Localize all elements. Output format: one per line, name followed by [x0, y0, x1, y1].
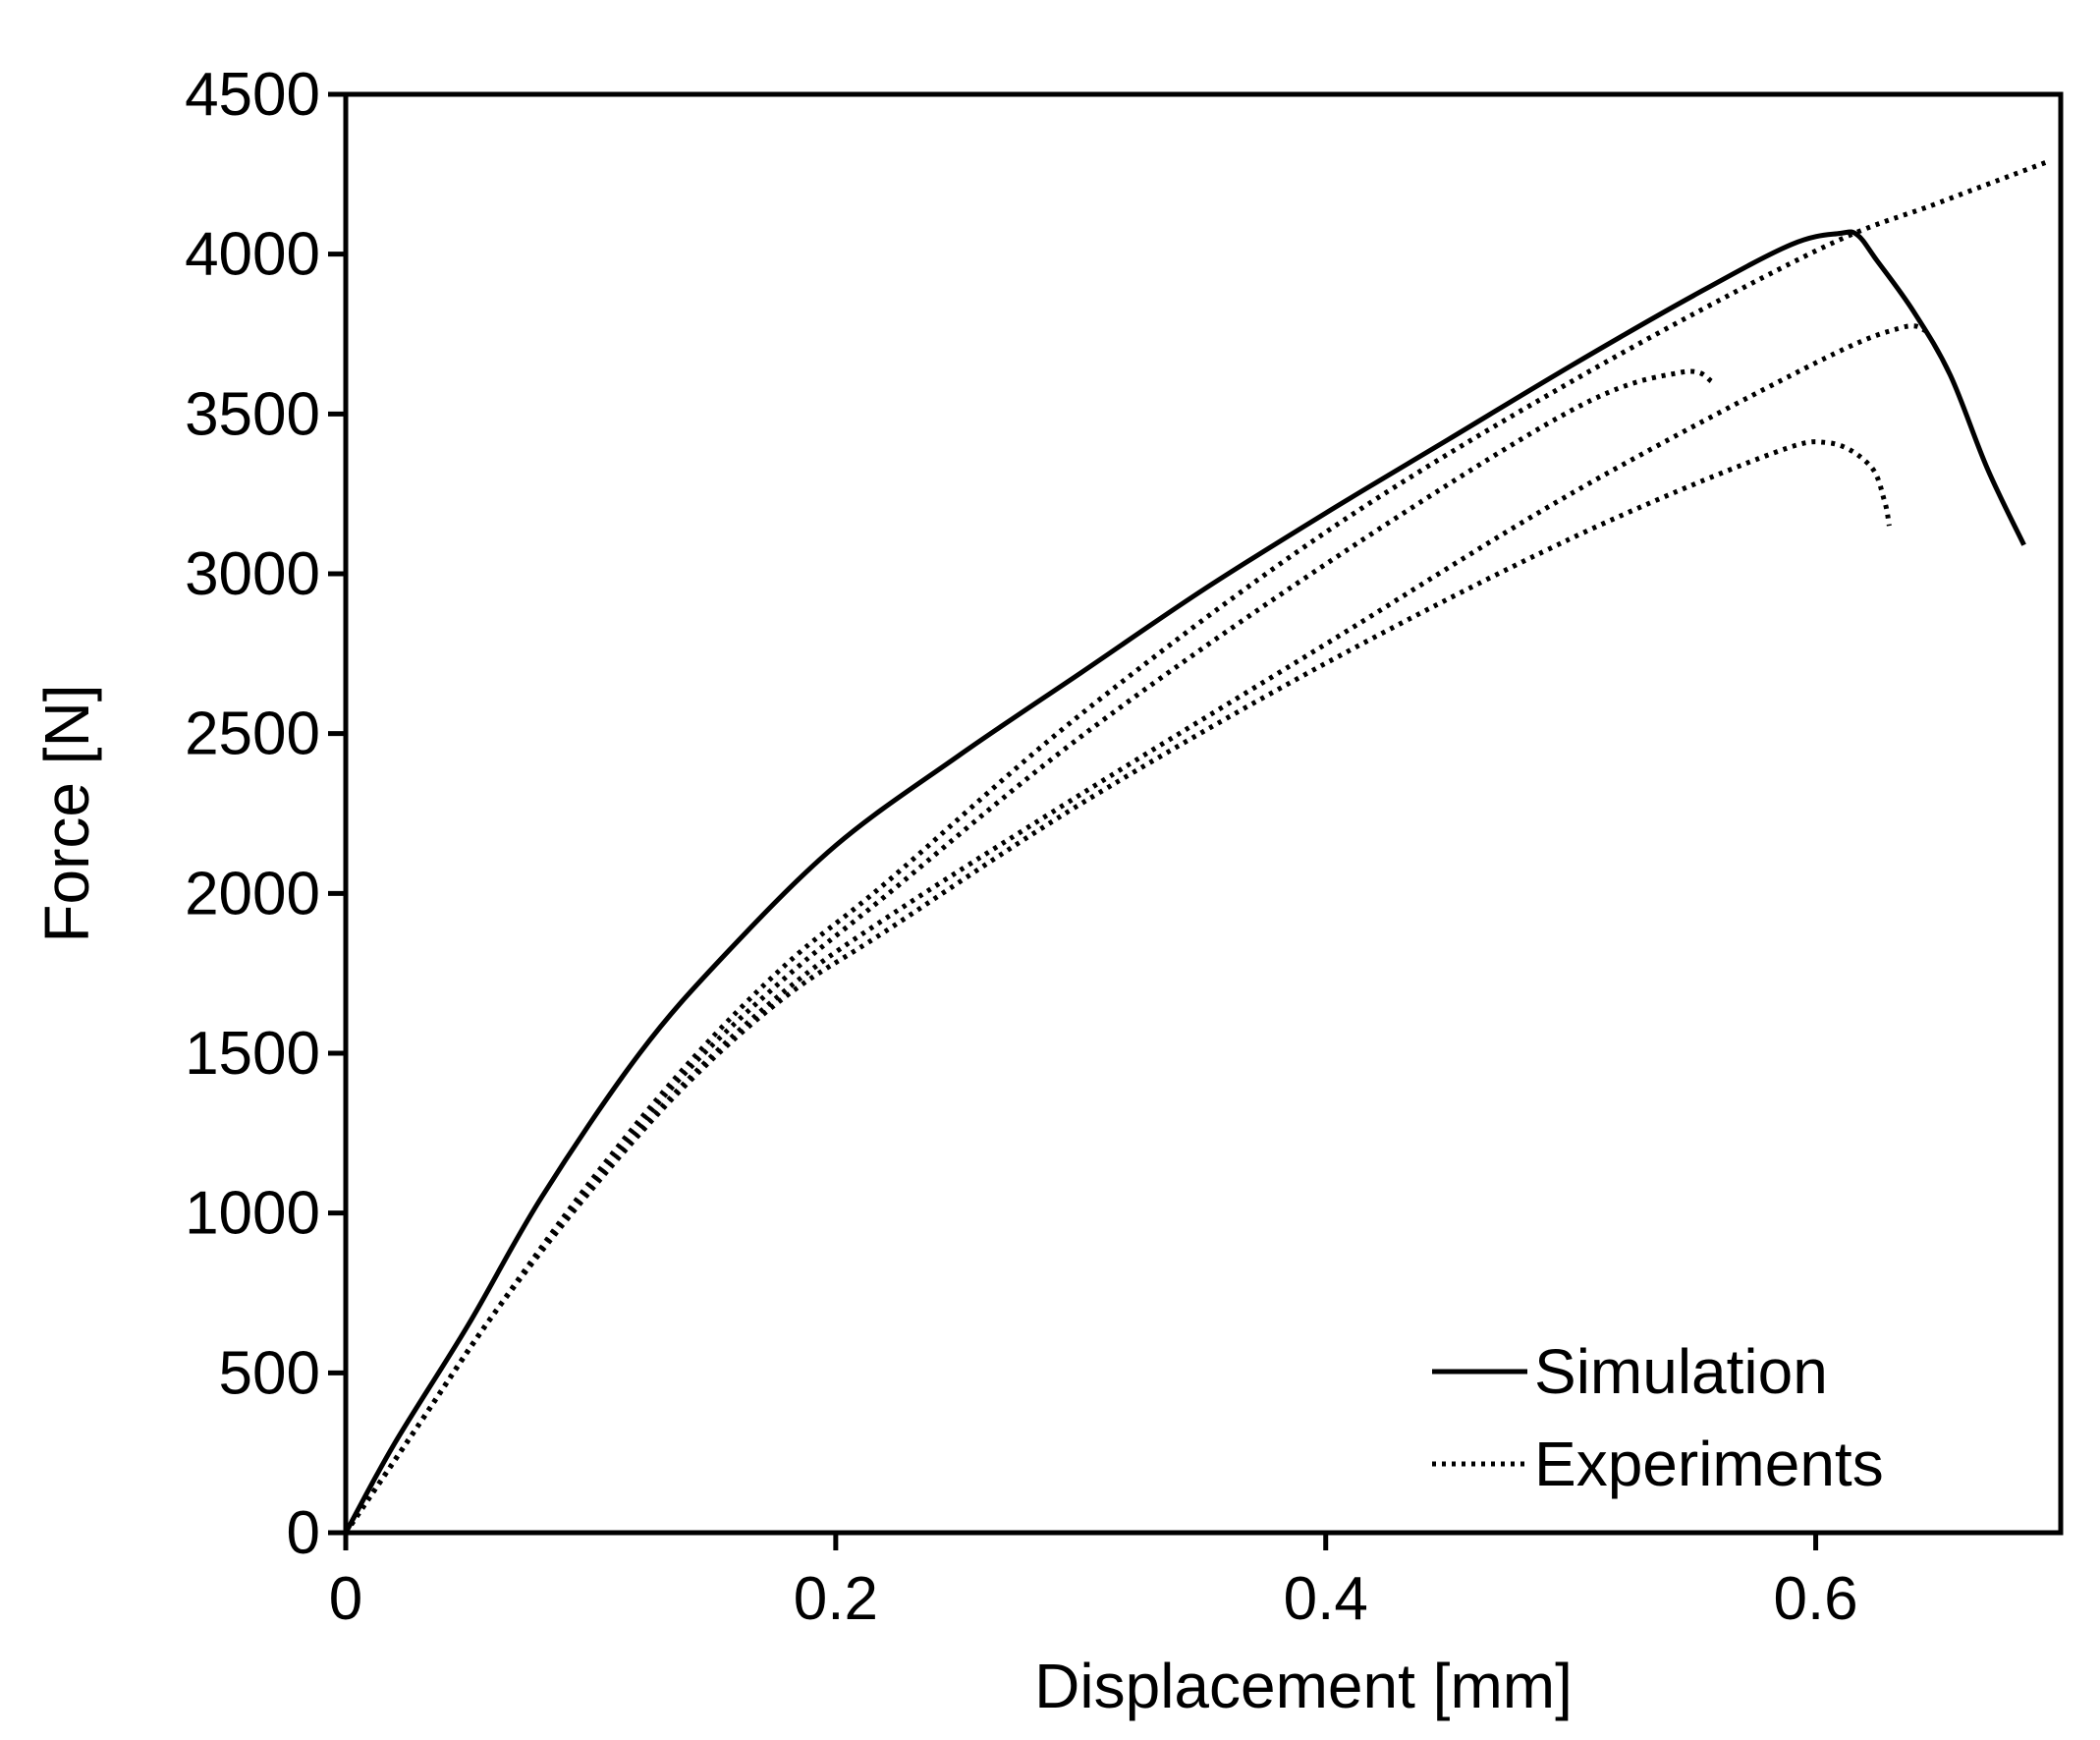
y-tick-label: 4000 [185, 221, 320, 289]
y-tick-label: 3000 [185, 540, 320, 608]
x-tick-label: 0.4 [1284, 1565, 1368, 1633]
legend-simulation-label: Simulation [1534, 1336, 1828, 1407]
x-tick-label: 0.2 [794, 1565, 878, 1633]
x-tick-label: 0 [329, 1565, 362, 1633]
y-axis-title: Force [N] [31, 684, 102, 942]
x-tick-label: 0.6 [1773, 1565, 1857, 1633]
plot-area-frame [343, 91, 2064, 1536]
y-tick-label: 4500 [185, 61, 320, 129]
y-axis-ticks: 0 500 1000 1500 2000 2500 3000 3500 4000 4500 [185, 61, 346, 1567]
x-axis-ticks: 0 0.2 0.4 0.6 [329, 1533, 1858, 1633]
y-tick-label: 3500 [185, 380, 320, 448]
y-tick-label: 1500 [185, 1020, 320, 1088]
x-axis-title: Displacement [mm] [1034, 1651, 1573, 1721]
legend-experiments-label: Experiments [1534, 1429, 1884, 1499]
y-tick-label: 500 [219, 1339, 320, 1407]
y-tick-label: 0 [287, 1499, 320, 1567]
y-tick-label: 1000 [185, 1180, 320, 1248]
legend: Simulation Experiments [1432, 1336, 1884, 1499]
series-layer [343, 158, 2050, 1535]
simulation-line [343, 229, 2026, 1535]
y-tick-label: 2500 [185, 701, 320, 768]
y-tick-label: 2000 [185, 860, 320, 927]
